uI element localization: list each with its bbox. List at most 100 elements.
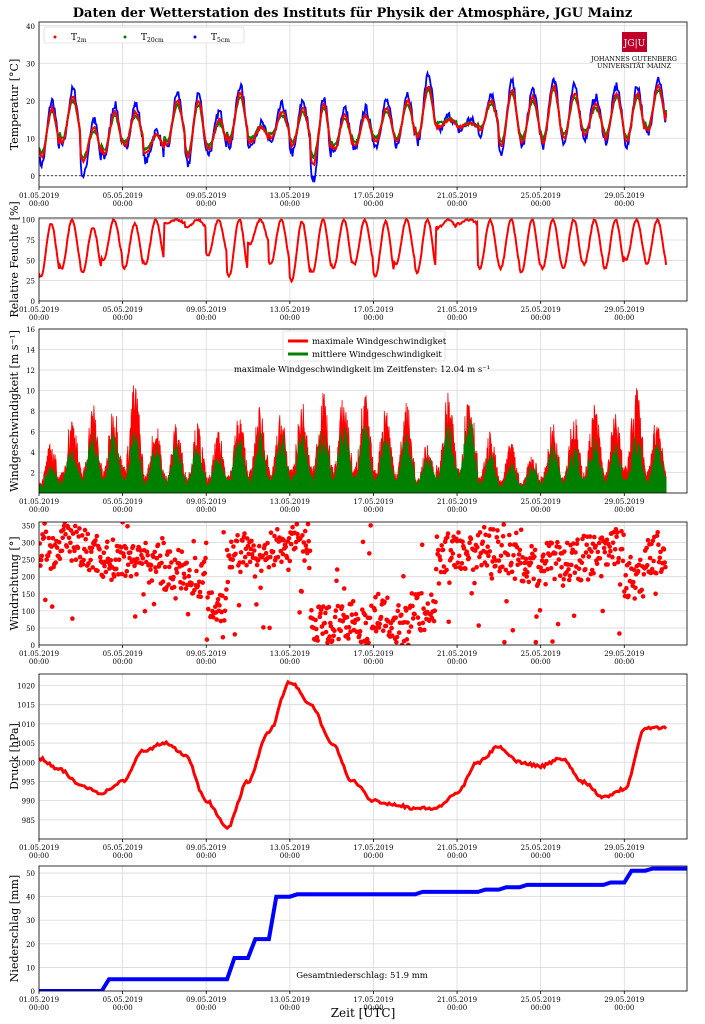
direction-point bbox=[617, 631, 622, 636]
direction-point bbox=[223, 595, 228, 601]
x-tick-label: 25.05.2019 bbox=[521, 306, 561, 314]
direction-point bbox=[406, 642, 411, 645]
x-tick-label: 29.05.2019 bbox=[604, 844, 644, 852]
x-tick-time: 00:00 bbox=[614, 1004, 634, 1012]
x-tick-label: 29.05.2019 bbox=[604, 650, 644, 658]
series-layer bbox=[39, 866, 687, 991]
direction-point bbox=[475, 544, 480, 550]
direction-point bbox=[325, 640, 330, 645]
direction-point bbox=[497, 568, 502, 574]
direction-point bbox=[68, 540, 73, 546]
x-tick-label: 17.05.2019 bbox=[353, 650, 393, 658]
y-tick-label: 200 bbox=[22, 574, 35, 582]
direction-point bbox=[66, 535, 72, 541]
direction-point bbox=[281, 537, 286, 543]
direction-point bbox=[431, 618, 437, 624]
direction-point bbox=[125, 562, 131, 567]
x-tick-label: 01.05.2019 bbox=[19, 498, 59, 506]
direction-point bbox=[236, 603, 242, 608]
direction-point bbox=[272, 533, 277, 539]
direction-point bbox=[574, 541, 580, 546]
direction-point bbox=[418, 628, 424, 633]
x-tick-label: 01.05.2019 bbox=[19, 650, 59, 658]
direction-point bbox=[524, 574, 529, 579]
direction-point bbox=[367, 551, 372, 556]
direction-point bbox=[185, 611, 191, 617]
legend-label: T5cm bbox=[211, 33, 230, 44]
direction-point bbox=[583, 550, 589, 555]
direction-point bbox=[70, 531, 76, 536]
x-axis-label: Zeit [UTC] bbox=[331, 1006, 396, 1020]
direction-point bbox=[557, 545, 562, 550]
direction-point bbox=[85, 531, 91, 537]
direction-point bbox=[483, 532, 488, 538]
logo-line2: UNIVERSITÄT MAINZ bbox=[597, 61, 671, 70]
direction-point bbox=[425, 601, 431, 606]
direction-point bbox=[67, 549, 72, 554]
direction-point bbox=[299, 589, 305, 594]
direction-point bbox=[46, 535, 52, 541]
direction-point bbox=[654, 570, 659, 576]
x-tick-label: 13.05.2019 bbox=[270, 306, 310, 314]
direction-point bbox=[244, 563, 249, 568]
direction-point bbox=[477, 530, 483, 535]
direction-point bbox=[439, 543, 445, 548]
x-tick-time: 00:00 bbox=[363, 506, 383, 514]
direction-point bbox=[498, 553, 504, 559]
direction-point bbox=[662, 560, 667, 565]
direction-point bbox=[346, 624, 352, 630]
direction-point bbox=[258, 585, 263, 591]
direction-point bbox=[57, 556, 63, 562]
direction-point bbox=[357, 629, 363, 634]
direction-point bbox=[376, 625, 382, 630]
direction-point bbox=[594, 561, 600, 567]
direction-point bbox=[632, 596, 637, 601]
direction-point bbox=[663, 564, 668, 570]
direction-point bbox=[458, 566, 464, 572]
direction-point bbox=[268, 530, 274, 535]
direction-point bbox=[336, 636, 341, 642]
direction-point bbox=[128, 550, 133, 555]
direction-point bbox=[307, 548, 313, 554]
direction-point bbox=[230, 557, 235, 562]
series-layer bbox=[39, 69, 687, 183]
direction-point bbox=[287, 558, 293, 564]
direction-point bbox=[267, 625, 272, 631]
x-tick-label: 21.05.2019 bbox=[437, 650, 477, 658]
direction-point bbox=[332, 614, 338, 620]
direction-point bbox=[486, 553, 491, 559]
x-tick-time: 00:00 bbox=[447, 506, 467, 514]
direction-point bbox=[529, 543, 534, 549]
jgu-logo: JG|U JOHANNES GUTENBERG UNIVERSITÄT MAIN… bbox=[590, 32, 677, 70]
direction-point bbox=[334, 567, 340, 572]
direction-point bbox=[617, 582, 623, 587]
direction-point bbox=[628, 554, 633, 560]
direction-point bbox=[138, 548, 143, 553]
axes-frame bbox=[38, 217, 688, 302]
direction-point bbox=[640, 594, 646, 599]
direction-point bbox=[95, 568, 100, 573]
y-tick-label: 990 bbox=[22, 798, 35, 806]
direction-point bbox=[544, 558, 549, 564]
direction-point bbox=[434, 534, 440, 539]
x-tick-label: 05.05.2019 bbox=[103, 192, 143, 200]
direction-point bbox=[378, 614, 384, 620]
y-tick-label: 2 bbox=[31, 470, 35, 478]
axes-frame bbox=[38, 521, 688, 646]
direction-point bbox=[323, 610, 328, 616]
direction-point bbox=[395, 608, 401, 614]
direction-point bbox=[245, 543, 251, 549]
direction-point bbox=[80, 562, 86, 567]
y-tick-label: 0 bbox=[31, 173, 35, 181]
x-tick-label: 01.05.2019 bbox=[19, 844, 59, 852]
direction-point bbox=[112, 574, 117, 579]
direction-point bbox=[484, 550, 489, 555]
direction-point bbox=[474, 565, 479, 570]
direction-point bbox=[153, 569, 159, 575]
y-tick-label: 100 bbox=[22, 217, 35, 225]
x-tick-time: 00:00 bbox=[29, 852, 49, 860]
y-axis-label: Druck [hPa] bbox=[8, 723, 21, 790]
direction-point bbox=[167, 549, 173, 554]
direction-point bbox=[385, 595, 390, 601]
direction-point bbox=[213, 604, 218, 609]
